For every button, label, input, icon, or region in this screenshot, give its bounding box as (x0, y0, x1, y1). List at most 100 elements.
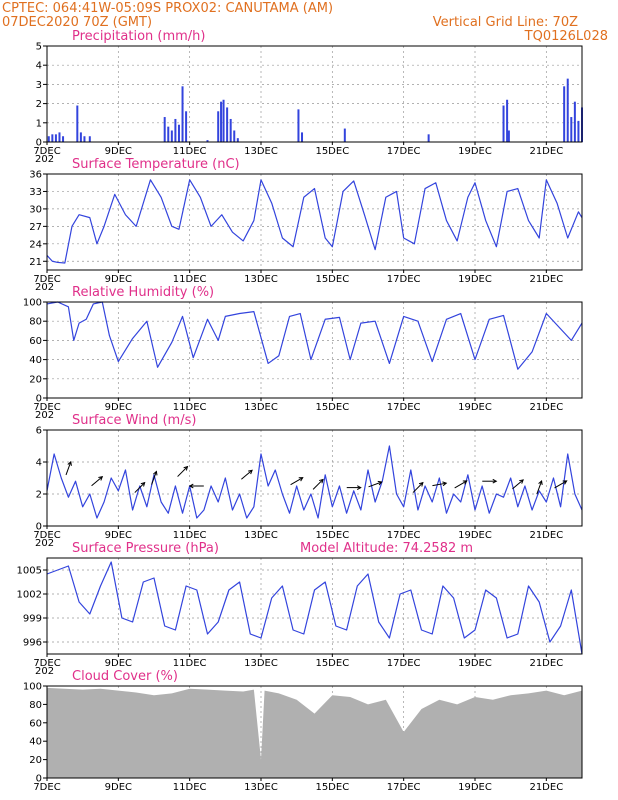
pressure-ytick-label: 999 (23, 614, 42, 625)
wind-arrow (290, 477, 304, 486)
precip-bar (177, 124, 180, 142)
wind-arrow (134, 481, 146, 493)
humidity-ytick-label: 60 (29, 336, 42, 347)
wind-arrow (536, 480, 543, 495)
cloud-ytick-label: 40 (29, 737, 42, 748)
wind-arrow (432, 481, 448, 487)
precip-xtick-label: 19DEC (458, 146, 492, 157)
pressure-ytick-label: 996 (23, 638, 42, 649)
temperature-xtick-label: 7DEC (33, 274, 60, 285)
wind-arrow (554, 480, 568, 489)
precip-xtick-label: 15DEC (315, 146, 349, 157)
precip-bar (54, 134, 57, 142)
temperature-xtick-label: 9DEC (105, 274, 132, 285)
wind-xtick-label: 21DEC (529, 530, 563, 541)
temperature-ytick-label: 24 (29, 239, 42, 250)
precip-bar (301, 132, 304, 142)
wind-arrow (151, 470, 158, 485)
precip-bar (233, 130, 236, 142)
precip-bar (563, 86, 566, 142)
cloud-xtick-label: 21DEC (529, 782, 563, 793)
temperature-xtick-label: 19DEC (458, 274, 492, 285)
wind-arrow (177, 465, 189, 477)
precip-bar (570, 117, 573, 142)
cloud-ytick-label: 100 (23, 682, 42, 693)
precip-bar (83, 136, 86, 142)
temperature-ytick-label: 36 (29, 170, 42, 181)
precip-panel: 0 1 2 3 4 5 7DEC 9DEC 11DEC 13DEC 15DEC 17DEC 19DEC 2… (33, 42, 583, 165)
precip-bar (163, 117, 166, 142)
precip-ytick-label: 4 (36, 61, 42, 72)
temperature-ytick-label: 30 (29, 204, 42, 215)
precip-ytick-label: 0 (36, 138, 42, 149)
wind-arrow (312, 478, 324, 490)
humidity-ytick-label: 0 (36, 394, 42, 405)
precip-bar (206, 140, 209, 142)
cloud-ytick-label: 0 (36, 774, 42, 785)
precip-bar (79, 132, 82, 142)
precip-bar (170, 130, 173, 142)
wind-xtick-label: 13DEC (244, 530, 278, 541)
cloud-xtick-label: 13DEC (244, 782, 278, 793)
cloud-xtick-label: 7DEC (33, 782, 60, 793)
pressure-xtick-label: 21DEC (529, 658, 563, 669)
precip-bar (507, 130, 510, 142)
humidity-ytick-label: 40 (29, 355, 42, 366)
humidity-xtick-label: 13DEC (244, 402, 278, 413)
humidity-title: Relative Humidity (%) (72, 285, 214, 300)
precip-frame (46, 45, 583, 143)
pressure-xtick-label: 7DEC (33, 658, 60, 669)
pressure-series-line (46, 561, 583, 655)
wind-xtick-label: 7DEC (33, 530, 60, 541)
humidity-xtick-label: 11DEC (173, 402, 207, 413)
humidity-series-line (46, 301, 583, 370)
pressure-year-label: 202 (35, 666, 54, 677)
cloud-xtick-label: 19DEC (458, 782, 492, 793)
precip-year-label: 202 (35, 154, 54, 165)
cloud-ytick-label: 20 (29, 755, 42, 766)
wind-xtick-label: 9DEC (105, 530, 132, 541)
temperature-xtick-label: 15DEC (315, 274, 349, 285)
precip-xtick-label: 7DEC (33, 146, 60, 157)
precip-bar (427, 134, 430, 142)
precip-title: Precipitation (mm/h) (72, 29, 205, 44)
precip-xtick-label: 13DEC (244, 146, 278, 157)
temperature-xtick-label: 17DEC (387, 274, 421, 285)
wind-arrow (241, 469, 253, 480)
cloud-xtick-label: 9DEC (105, 782, 132, 793)
wind-panel: 0 2 4 6 7DEC 9DEC 11DEC 13DEC 15DEC 17DEC 19DEC 21D… (33, 426, 583, 549)
cloud-xtick-label: 11DEC (173, 782, 207, 793)
precip-bar (167, 126, 170, 142)
humidity-panel: 0 20 40 60 80 100 7DEC 9DEC 11DEC 13DEC 15DEC 17DEC… (23, 298, 583, 421)
precip-xtick-label: 21DEC (529, 146, 563, 157)
precip-bar (229, 118, 232, 142)
precip-ytick-label: 5 (36, 42, 42, 53)
precip-xtick-label: 11DEC (173, 146, 207, 157)
precip-bar (62, 136, 65, 142)
precip-bar (573, 101, 576, 142)
pressure-xtick-label: 15DEC (315, 658, 349, 669)
humidity-ytick-label: 20 (29, 374, 42, 385)
header-model-id: TQ0126L028 (524, 29, 608, 44)
temperature-ytick-label: 27 (29, 222, 42, 233)
temperature-xtick-label: 13DEC (244, 274, 278, 285)
precip-bar (297, 109, 300, 142)
precip-bar (58, 132, 61, 142)
wind-arrow (454, 480, 468, 489)
wind-ytick-label: 2 (36, 490, 42, 501)
cloud-title: Cloud Cover (%) (72, 669, 178, 684)
wind-ytick-label: 4 (36, 458, 42, 469)
model-altitude-label: Model Altitude: 74.2582 m (300, 541, 473, 556)
temperature-panel: 21 24 27 30 33 36 7DEC 9DEC 11DEC 13DEC 15DEC 17DEC… (29, 170, 583, 293)
precip-xtick-label: 9DEC (105, 146, 132, 157)
temperature-ytick-label: 21 (29, 257, 42, 268)
wind-series-line (46, 445, 583, 519)
wind-xtick-label: 15DEC (315, 530, 349, 541)
humidity-xtick-label: 15DEC (315, 402, 349, 413)
wind-xtick-label: 17DEC (387, 530, 421, 541)
precip-xtick-label: 17DEC (387, 146, 421, 157)
cloud-area (47, 687, 582, 778)
temperature-xtick-label: 21DEC (529, 274, 563, 285)
